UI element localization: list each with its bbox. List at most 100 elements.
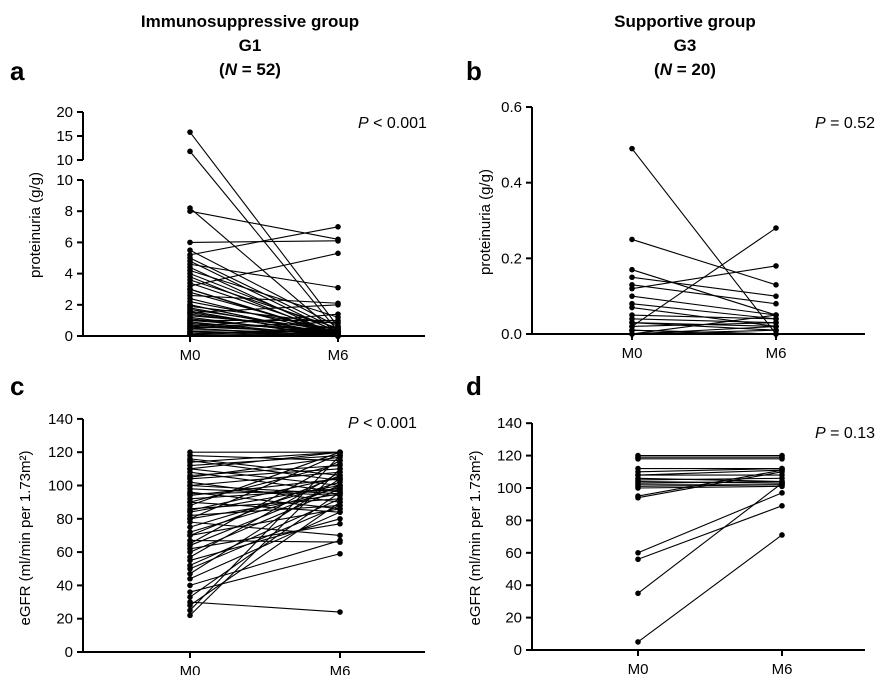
data-point-m6 — [335, 302, 341, 308]
paired-line — [189, 553, 341, 593]
group-title: Supportive group — [614, 12, 756, 31]
column-header-supportive: Supportive group G3 (N = 20) — [535, 10, 835, 82]
group-code: G3 — [673, 36, 697, 55]
x-tick-label: M0 — [180, 347, 201, 364]
paired-line — [631, 295, 777, 316]
paired-line — [189, 273, 339, 332]
column-header-immunosuppressive: Immunosuppressive group G1 (N = 52) — [100, 10, 400, 82]
data-point-m0 — [187, 575, 193, 582]
paired-line — [189, 451, 341, 463]
data-point-m0 — [187, 549, 193, 555]
data-point-m0 — [187, 542, 193, 549]
y-tick-label: 10 — [56, 172, 73, 189]
data-point-m0 — [187, 524, 193, 530]
data-point-m6 — [337, 532, 343, 539]
panel-letter: c — [10, 371, 24, 401]
paired-line — [637, 477, 783, 481]
panel-letter: d — [466, 371, 482, 401]
data-point-m6 — [773, 312, 779, 318]
data-point-m6 — [773, 282, 779, 288]
data-point-m0 — [629, 319, 635, 326]
paired-line — [637, 477, 783, 483]
y-axis-title: eGFR (ml/min per 1.73m²) — [467, 450, 484, 625]
paired-line — [189, 315, 339, 329]
data-point-m6 — [337, 491, 343, 497]
y-tick-label: 0.2 — [501, 250, 522, 267]
paired-line — [189, 484, 341, 495]
paired-line — [631, 329, 777, 335]
data-point-m6 — [337, 472, 343, 479]
paired-line — [631, 322, 777, 327]
paired-line — [631, 238, 777, 286]
data-point-m0 — [635, 590, 641, 597]
paired-line — [189, 240, 339, 243]
data-point-m6 — [335, 319, 341, 325]
paired-line — [631, 284, 777, 305]
y-tick-label: 0 — [514, 642, 522, 659]
paired-line — [637, 485, 783, 489]
paired-line — [189, 304, 339, 314]
data-point-m0 — [187, 331, 193, 338]
data-point-m0 — [187, 247, 193, 253]
data-point-m0 — [187, 323, 193, 330]
data-point-m6 — [779, 532, 785, 538]
paired-line — [189, 319, 339, 332]
data-point-m6 — [337, 451, 343, 457]
paired-line — [189, 476, 341, 512]
data-point-m6 — [779, 503, 785, 509]
paired-line — [189, 508, 341, 536]
paired-line — [189, 301, 339, 331]
group-n: (N = 52) — [219, 60, 281, 79]
p-value-annotation: P < 0.001 — [348, 415, 417, 432]
panel-letter: a — [10, 56, 25, 86]
paired-line — [189, 481, 341, 528]
paired-line — [189, 333, 339, 337]
data-point-m6 — [773, 300, 779, 307]
paired-line — [637, 505, 783, 560]
paired-line — [189, 471, 341, 558]
data-point-m0 — [635, 493, 641, 499]
data-point-m6 — [337, 466, 343, 472]
paired-line — [189, 484, 341, 546]
data-point-m6 — [779, 490, 785, 496]
group-n: (N = 20) — [654, 60, 716, 79]
data-point-m6 — [335, 333, 341, 339]
paired-line — [189, 471, 341, 493]
data-point-m0 — [629, 274, 635, 281]
y-tick-label: 20 — [56, 104, 73, 121]
data-point-m0 — [629, 304, 635, 311]
paired-line — [189, 459, 341, 482]
y-tick-label: 100 — [497, 480, 522, 497]
paired-line — [189, 539, 341, 586]
group-code: G1 — [238, 36, 262, 55]
data-point-m0 — [629, 331, 635, 337]
data-point-m0 — [629, 293, 635, 299]
y-tick-label: 6 — [65, 234, 73, 251]
paired-line — [631, 303, 777, 320]
data-point-m6 — [779, 454, 785, 461]
data-point-m0 — [635, 556, 641, 563]
data-point-m0 — [187, 457, 193, 464]
paired-line — [189, 523, 341, 550]
paired-line — [637, 468, 783, 473]
x-tick-label: M6 — [330, 663, 351, 675]
data-point-m0 — [187, 557, 193, 564]
panel-letter: b — [466, 56, 482, 86]
paired-line — [189, 455, 341, 611]
data-point-m6 — [335, 311, 341, 317]
data-point-m0 — [187, 565, 193, 572]
data-point-m0 — [629, 236, 635, 243]
paired-line — [189, 453, 341, 520]
paired-line — [189, 460, 341, 545]
y-tick-label: 0.0 — [501, 326, 522, 343]
y-tick-label: 20 — [505, 610, 522, 627]
paired-line — [189, 210, 339, 240]
data-point-m0 — [187, 302, 193, 308]
paired-line — [637, 469, 783, 497]
panel-c: c 0 20 40 60 80 100 120 140 M0 M6 eGFR (ml/min per … — [10, 371, 425, 675]
data-point-m6 — [337, 477, 343, 484]
data-point-m6 — [337, 550, 343, 557]
p-value-annotation: P < 0.001 — [358, 115, 427, 132]
paired-line — [189, 326, 339, 334]
